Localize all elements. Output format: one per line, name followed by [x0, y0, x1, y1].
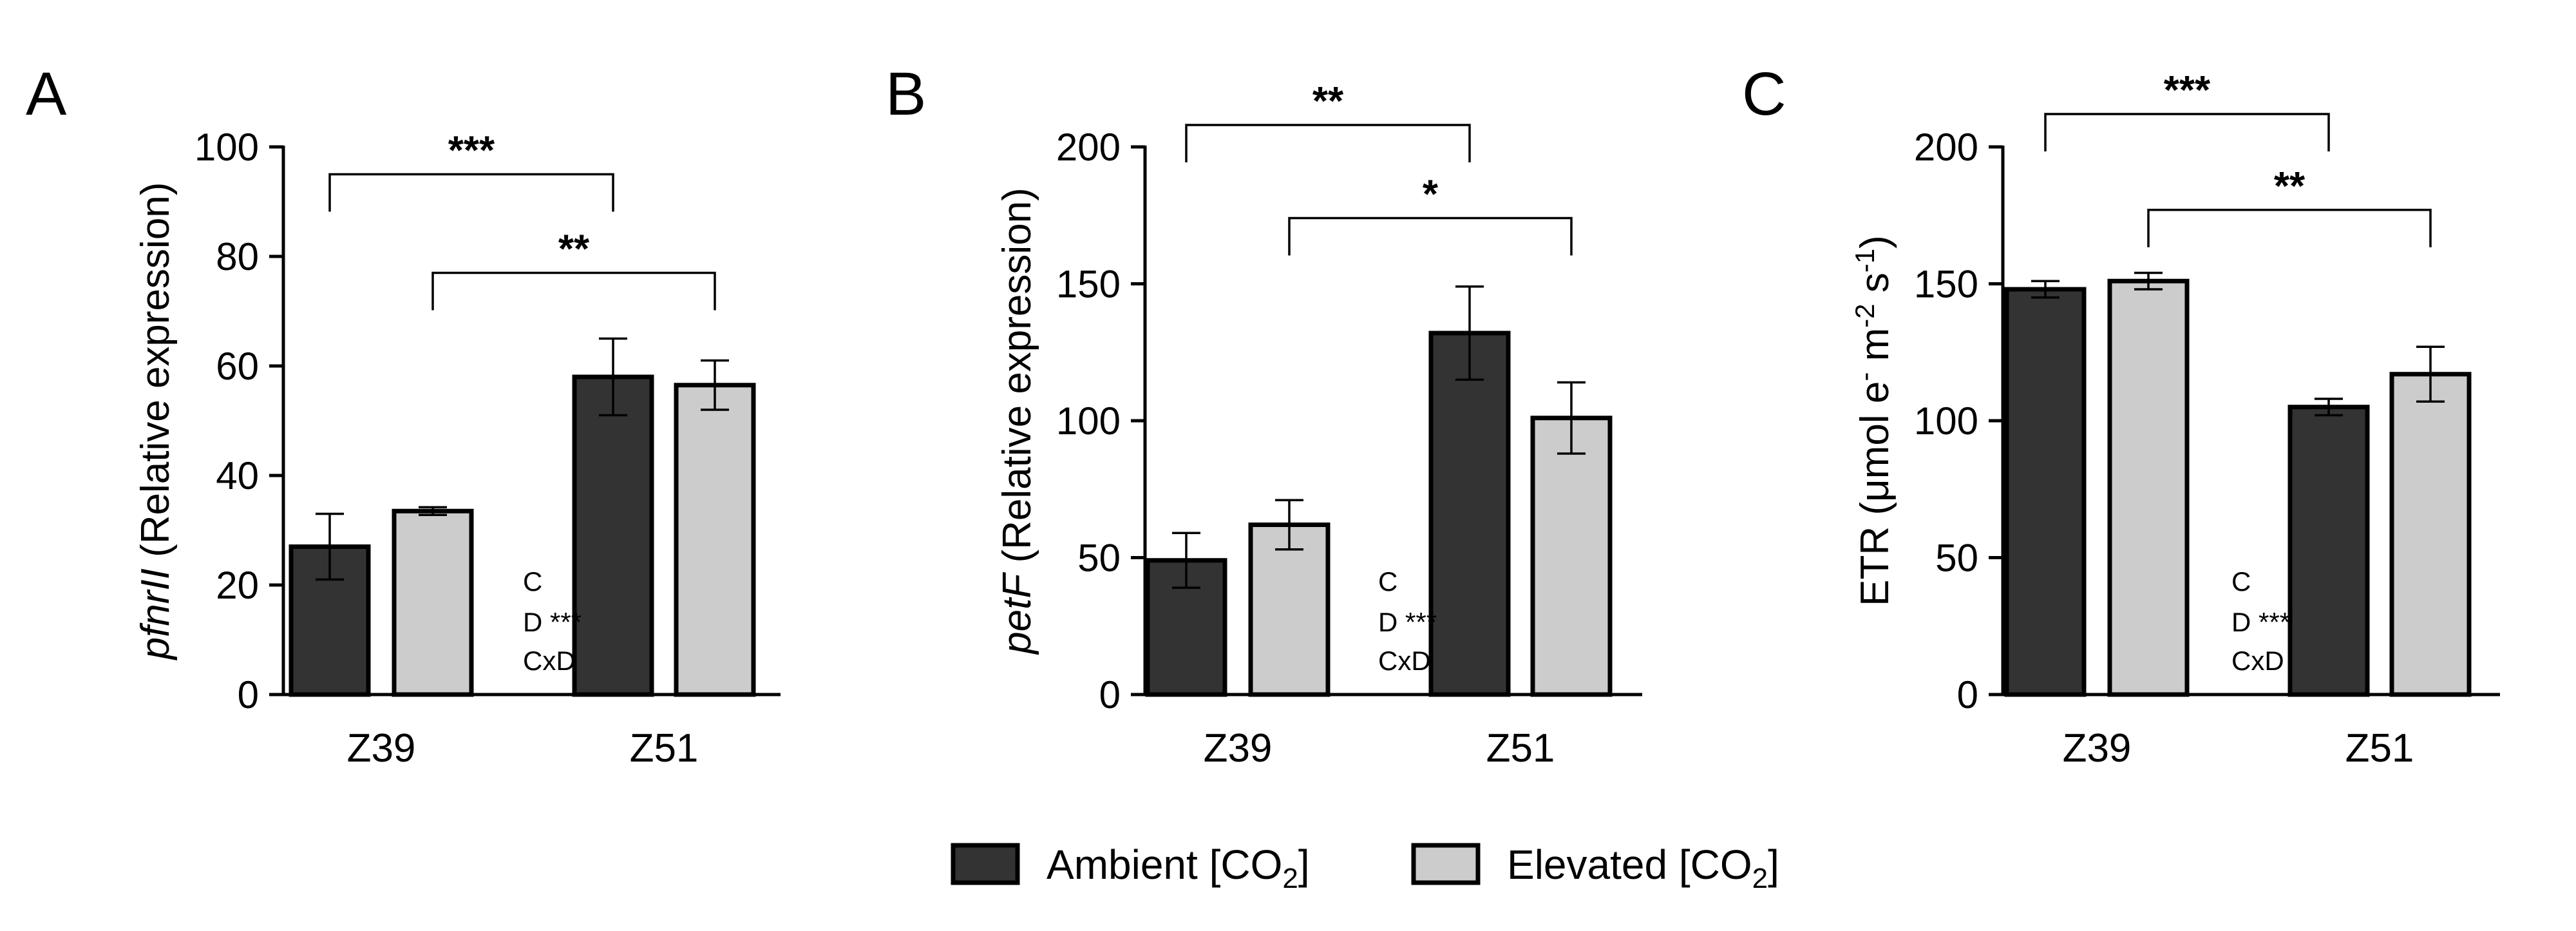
anova-annotation: C [523, 566, 542, 597]
bar-z39-elevated [392, 508, 474, 697]
y-tick-label: 0 [1957, 673, 1978, 716]
bar-z51-ambient [572, 374, 654, 697]
anova-annotation: D *** [2231, 607, 2290, 637]
anova-annotation: D *** [523, 607, 582, 637]
significance-label: ** [558, 227, 590, 272]
legend: Ambient [CO2] Elevated [CO2] [951, 841, 1779, 894]
legend-swatch-elevated [1411, 843, 1481, 885]
panel-b: B 0 50 100 150 200 petF (Relative expression) Z… [886, 60, 1642, 771]
anova-annotation: D *** [1378, 607, 1437, 637]
bar-z39-ambient [2004, 287, 2087, 697]
x-category-label: Z39 [2063, 726, 2132, 771]
legend-swatch-ambient [951, 843, 1020, 885]
panel-a: A 0 20 40 60 80 100 pfnrII (Relative expression… [26, 60, 781, 771]
significance-bracket [2044, 113, 2330, 151]
y-axis-label: petF (Relative expression) [995, 187, 1039, 655]
anova-annotation: C [2231, 566, 2251, 597]
significance-label: *** [448, 129, 495, 173]
bar-z39-elevated [1248, 523, 1331, 697]
significance-bracket [328, 173, 614, 212]
panel-letter: C [1742, 60, 1786, 128]
bar-z51-ambient [1428, 331, 1511, 697]
significance-bracket [1185, 124, 1471, 162]
y-tick-label: 50 [1935, 537, 1978, 580]
y-axis-label: pfnrII (Relative expression) [133, 182, 178, 661]
x-category-label: Z39 [1204, 726, 1273, 771]
significance-label: *** [2164, 68, 2211, 113]
significance-label: * [1423, 173, 1439, 217]
x-category-label: Z39 [347, 726, 416, 771]
y-tick-label: 200 [1056, 126, 1121, 169]
anova-annotation: C [1378, 566, 1397, 597]
y-axis-label: ETR (μmol e- m-2 s-1) [1850, 235, 1897, 606]
significance-bracket [2147, 209, 2432, 247]
y-tick-label: 100 [194, 126, 259, 169]
y-tick-label: 0 [238, 673, 259, 716]
x-category-label: Z51 [630, 726, 699, 771]
y-tick-label: 200 [1914, 126, 1978, 169]
anova-annotation: CxD [1378, 646, 1431, 676]
legend-label-elevated: Elevated [CO2] [1507, 841, 1779, 894]
anova-annotation: CxD [2231, 646, 2284, 676]
y-tick-label: 20 [216, 564, 259, 607]
bar-z51-ambient [2287, 405, 2370, 697]
significance-bracket [431, 271, 716, 311]
bar-z51-elevated [674, 383, 756, 697]
x-category-label: Z51 [1486, 726, 1555, 771]
chart-panels: A 0 20 40 60 80 100 pfnrII (Relative expression… [26, 60, 2500, 771]
significance-bracket [1288, 216, 1573, 256]
bar-z39-elevated [2107, 278, 2190, 697]
anova-annotation: CxD [523, 646, 576, 676]
y-tick-label: 100 [1914, 399, 1978, 443]
bar-z51-elevated [2389, 372, 2472, 697]
y-tick-label: 60 [216, 345, 259, 388]
panel-letter: A [26, 60, 67, 128]
y-tick-label: 50 [1077, 537, 1121, 580]
y-tick-label: 150 [1914, 263, 1978, 306]
significance-label: ** [1312, 79, 1344, 124]
y-tick-label: 150 [1056, 263, 1121, 306]
legend-label-ambient: Ambient [CO2] [1046, 841, 1310, 894]
panel-letter: B [886, 60, 926, 128]
y-tick-label: 80 [216, 235, 259, 278]
x-category-label: Z51 [2345, 726, 2414, 771]
significance-label: ** [2274, 164, 2306, 209]
y-tick-label: 40 [216, 454, 259, 497]
panel-c: C 0 50 100 150 200 ETR (μmol e- m-2 s-1) Z39 Z51… [1742, 60, 2500, 771]
y-tick-label: 100 [1056, 399, 1121, 443]
bar-z51-elevated [1530, 416, 1613, 697]
y-tick-label: 0 [1099, 673, 1121, 716]
